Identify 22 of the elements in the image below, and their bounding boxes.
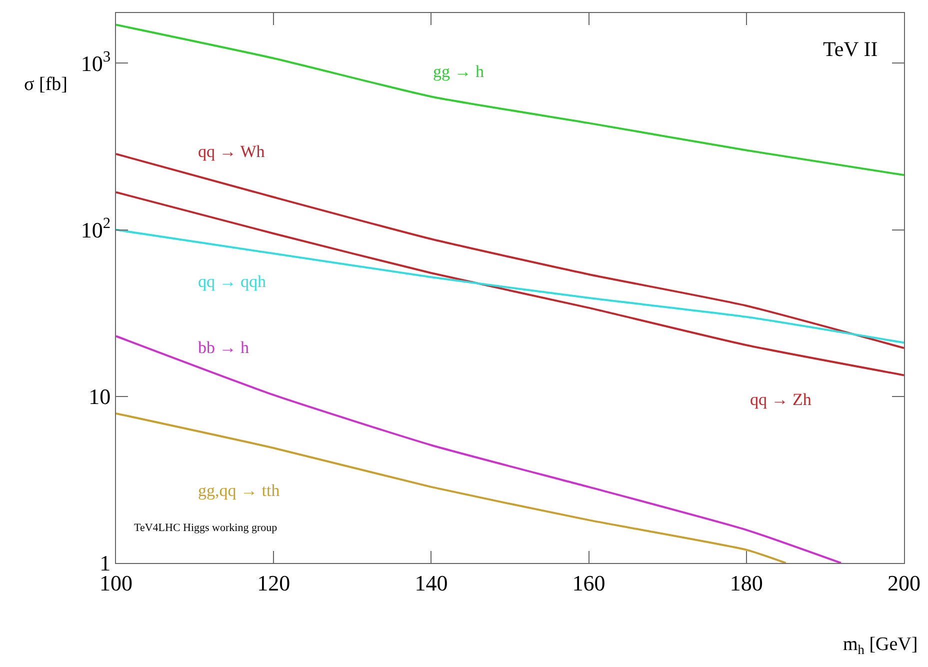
y-tick-label: 10$^{3}$ bbox=[80, 48, 111, 76]
series-label: gg → h bbox=[433, 62, 484, 81]
line-series bbox=[116, 335, 842, 563]
series-label: qq → Zh bbox=[750, 390, 812, 409]
x-axis-title: m$_{h}$ [GeV] bbox=[843, 634, 918, 657]
x-tick-label: 180 bbox=[730, 570, 763, 596]
x-tick-label: 140 bbox=[414, 570, 448, 596]
series-label: qq → Wh bbox=[198, 142, 266, 161]
x-tick-label: 200 bbox=[888, 570, 920, 596]
line-series bbox=[116, 412, 787, 563]
x-tick-label: 160 bbox=[572, 570, 606, 596]
y-axis-title: σ [fb] bbox=[24, 74, 68, 95]
x-tick-label: 120 bbox=[257, 570, 290, 596]
y-tick-label: 10$^{2}$ bbox=[80, 215, 111, 242]
series-label: qq → qqh bbox=[198, 272, 266, 291]
annotation: TeV4LHC Higgs working group bbox=[134, 522, 278, 534]
series-label: bb → h bbox=[198, 338, 250, 357]
line-series bbox=[116, 191, 904, 376]
annotation: TeV II bbox=[823, 37, 878, 61]
series-label: gg,qq → tth bbox=[198, 481, 280, 500]
line-series bbox=[116, 24, 904, 176]
y-tick-label: 10 bbox=[88, 384, 111, 410]
